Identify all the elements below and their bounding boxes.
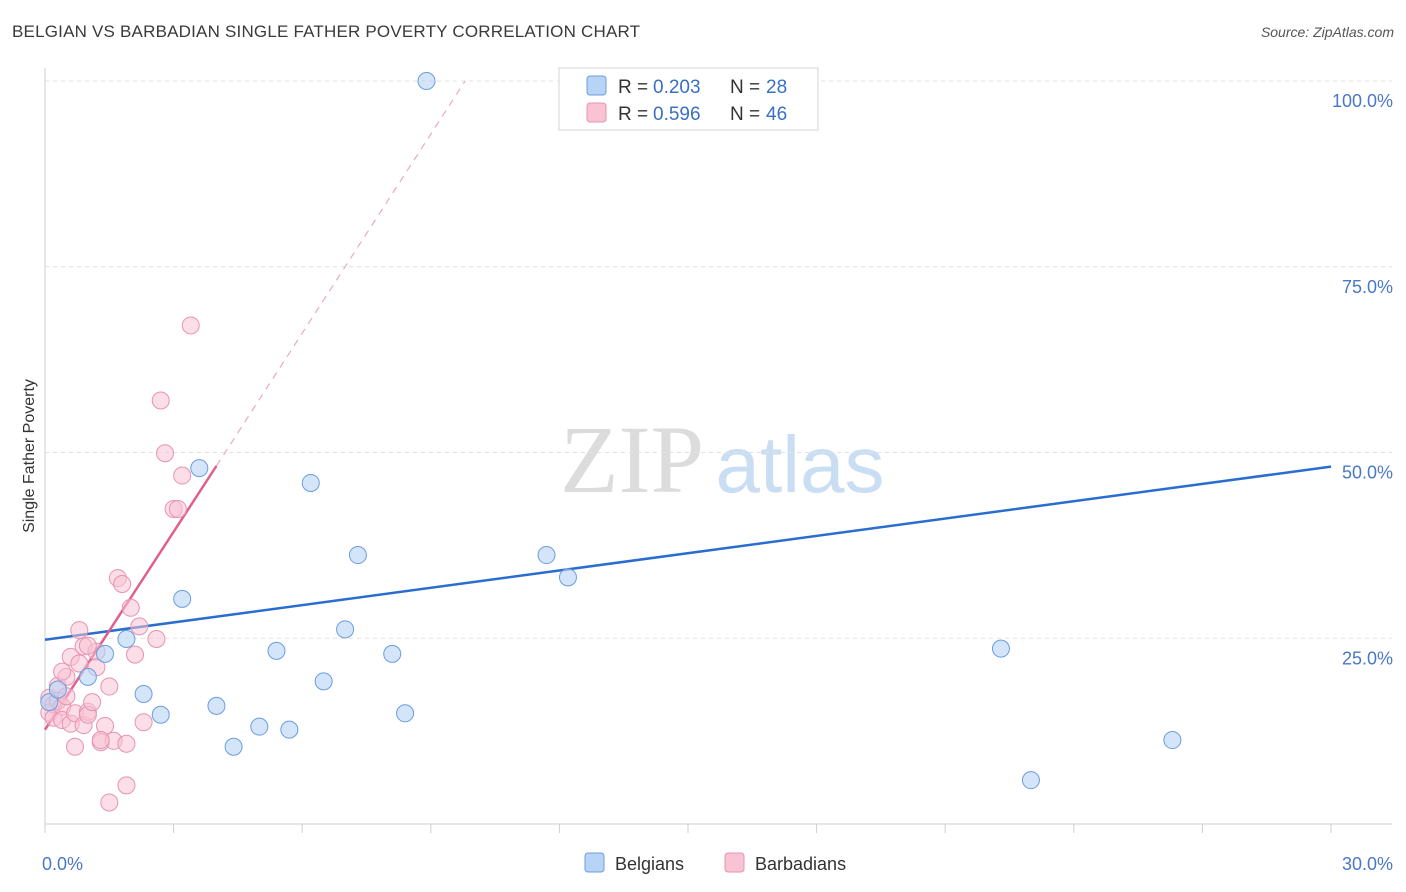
y-tick-label: 75.0% [1342, 277, 1393, 297]
barbadian-point [147, 629, 166, 648]
barbadian-n-label: N = [730, 104, 760, 125]
barbadian-r-label: R = [618, 104, 648, 125]
belgian-point [537, 546, 556, 565]
trend-lines [43, 80, 1332, 731]
belgian-point [96, 644, 115, 663]
y-tick-label: 50.0% [1342, 463, 1393, 483]
barbadian-point [151, 391, 170, 410]
barbadian-point [181, 316, 200, 335]
belgian-point [224, 737, 243, 756]
x-tick-label: 30.0% [1342, 854, 1393, 874]
barbadian-point [134, 713, 153, 732]
belgian-point [151, 705, 170, 724]
belgian-point [558, 568, 577, 587]
barbadian-point [126, 645, 145, 664]
belgian-point [301, 473, 320, 492]
belgian-point [48, 680, 67, 699]
belgian-point [250, 717, 269, 736]
belgian-point [267, 641, 286, 660]
legend-barbadians-swatch [724, 852, 745, 873]
barbadian-point [78, 636, 97, 655]
belgian-point [417, 72, 436, 90]
belgian-r-value: 0.203 [653, 77, 701, 98]
legend-belgians-label: Belgians [615, 854, 684, 874]
scatter-points [40, 68, 1182, 812]
barbadian-n-value: 46 [766, 104, 787, 125]
barbadian-point [121, 598, 140, 617]
barbadian-point [83, 693, 102, 712]
belgian-point [991, 639, 1010, 658]
belgian-point [336, 620, 355, 639]
source-credit: Source: ZipAtlas.com [1260, 24, 1394, 40]
x-tick-labels: 0.0% 30.0% [42, 854, 1393, 874]
belgian-point [190, 459, 209, 478]
belgian-point [134, 684, 153, 703]
y-tick-labels: 25.0% 50.0% 75.0% 100.0% [1332, 91, 1393, 668]
watermark-zip: ZIP [560, 406, 704, 513]
belgian-r-label: R = [618, 77, 648, 98]
barbadian-trend-line [43, 465, 218, 731]
belgian-point [117, 629, 136, 648]
belgian-point [348, 546, 367, 565]
barbadian-point [168, 499, 187, 518]
belgian-point [314, 672, 333, 691]
barbadian-point [113, 575, 132, 594]
barbadian-point [100, 793, 119, 812]
belgian-point [40, 693, 59, 712]
belgian-n-value: 28 [766, 77, 787, 98]
barbadian-point [156, 444, 175, 463]
belgian-swatch [586, 75, 607, 96]
belgian-n-label: N = [730, 77, 760, 98]
barbadian-trend-extension [215, 80, 466, 467]
belgian-point [173, 589, 192, 608]
barbadian-point [70, 654, 89, 673]
barbadian-point [130, 617, 149, 636]
barbadian-point [173, 466, 192, 485]
barbadian-r-value: 0.596 [653, 104, 701, 125]
barbadian-point [117, 776, 136, 795]
stats-legend: R = 0.203 N = 28 R = 0.596 N = 46 [558, 67, 819, 131]
series-legend: Belgians Barbadians [584, 852, 846, 874]
y-tick-label: 25.0% [1342, 648, 1393, 668]
y-tick-label: 100.0% [1332, 91, 1393, 111]
barbadian-point [117, 734, 136, 753]
barbadian-point [91, 731, 110, 750]
x-tick-label: 0.0% [42, 854, 83, 874]
belgian-point [1021, 771, 1040, 790]
belgian-point [396, 704, 415, 723]
belgian-point [207, 696, 226, 715]
chart-title: BELGIAN VS BARBADIAN SINGLE FATHER POVER… [12, 22, 641, 41]
barbadian-point [100, 677, 119, 696]
barbadian-swatch [586, 102, 607, 123]
gridlines [45, 80, 1392, 639]
barbadian-point [53, 662, 72, 681]
barbadian-point [70, 621, 89, 640]
belgian-point [383, 644, 402, 663]
y-axis-title: Single Father Poverty [21, 379, 38, 533]
belgian-point [78, 667, 97, 686]
legend-barbadians-label: Barbadians [755, 854, 846, 874]
belgian-point [1163, 731, 1182, 750]
legend-belgians-swatch [584, 852, 605, 873]
belgian-point [280, 720, 299, 739]
barbadian-point [66, 737, 85, 756]
watermark-atlas: atlas [716, 420, 885, 509]
belgian-trend-line [44, 465, 1332, 641]
